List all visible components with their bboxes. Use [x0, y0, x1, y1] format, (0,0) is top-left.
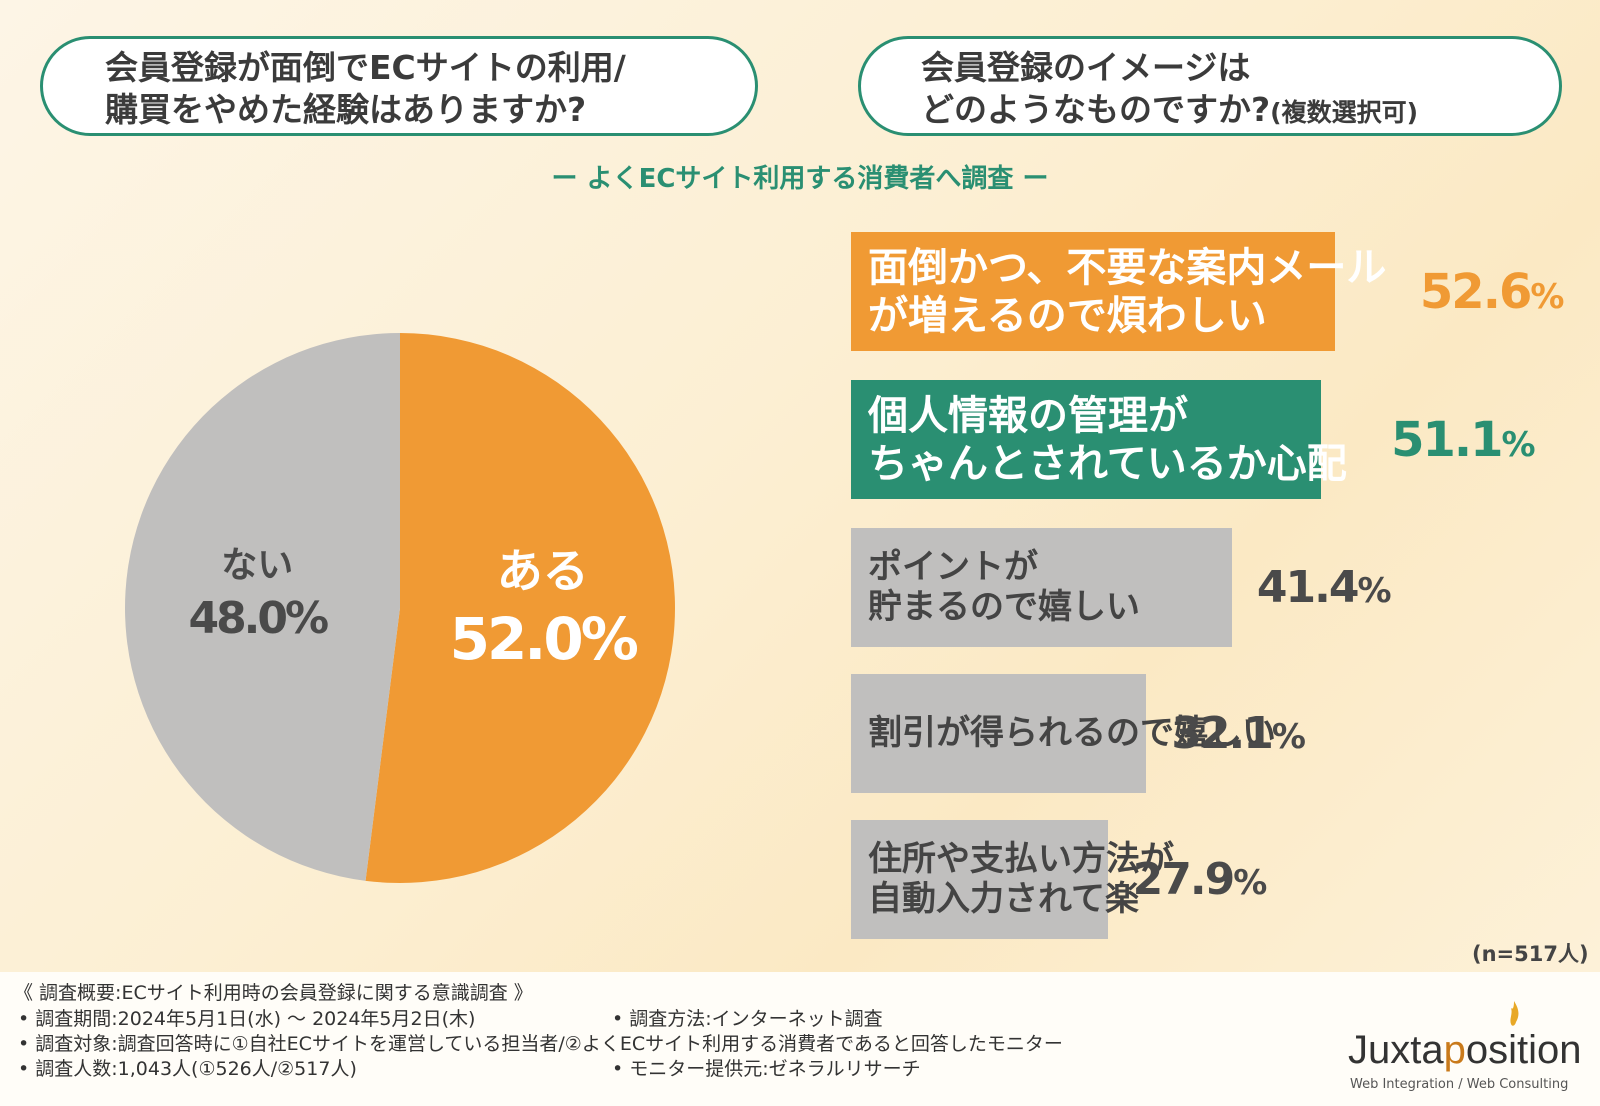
- bar-label-line-1-1: ちゃんとされているか心配: [868, 440, 1347, 487]
- bar-label-line-1-0: 個人情報の管理が: [868, 392, 1188, 439]
- bar-label-line-2-0: ポイントが: [868, 546, 1038, 587]
- bar-label-4: 住所や支払い方法が 自動入力されて楽: [868, 839, 1174, 921]
- bar-label-1: 個人情報の管理が ちゃんとされているか心配: [868, 392, 1347, 488]
- question-right-line1: 会員登録のイメージは: [921, 48, 1251, 87]
- survey-subtitle: ー よくECサイト利用する消費者へ調査 ー: [551, 164, 1049, 194]
- bar-2: [851, 528, 1232, 647]
- pie-slice-0: [365, 333, 675, 883]
- bar-label-line-4-1: 自動入力されて楽: [868, 879, 1139, 920]
- pie-slice-value-1: 48.0%: [188, 593, 328, 644]
- bar-label-line-0-0: 面倒かつ、不要な案内メール: [868, 244, 1387, 291]
- bar-value-0: 52.6%: [1419, 263, 1565, 320]
- bar-0: [851, 232, 1335, 351]
- footer-provider: • モニター提供元:ゼネラルリサーチ: [612, 1058, 921, 1080]
- bar-label-2: ポイントが 貯まるので嬉しい: [868, 547, 1140, 629]
- pie-slice-1: [124, 333, 400, 881]
- bar-label-0: 面倒かつ、不要な案内メール が増えるので煩わしい: [868, 244, 1386, 340]
- question-left-line1: 会員登録が面倒でECサイトの利用/: [105, 48, 626, 87]
- footer-summary: 《 調査概要:ECサイト利用時の会員登録に関する意識調査 》: [14, 982, 533, 1004]
- bar-label-line-3-0: 割引が得られるので嬉しい: [868, 713, 1276, 754]
- question-right-line2: どのようなものですか?: [921, 90, 1271, 129]
- question-left-line2: 購買をやめた経験はありますか?: [105, 90, 587, 129]
- sample-size-note: (n=517人): [1472, 942, 1589, 966]
- bar-label-line-0-1: が増えるので煩わしい: [868, 292, 1267, 339]
- bar-value-3: 32.1%: [1171, 707, 1306, 759]
- bar-label-line-2-1: 貯まるので嬉しい: [868, 587, 1140, 628]
- bar-4: [851, 820, 1108, 939]
- bar-label-line-4-0: 住所や支払い方法が: [868, 838, 1174, 879]
- pie-slice-label-0: ある: [497, 544, 589, 598]
- footer-target: • 調査対象:調査回答時に①自社ECサイトを運営している担当者/②よくECサイト…: [18, 1033, 1063, 1055]
- juxtaposition-logo: Juxtaposition: [1348, 1028, 1582, 1072]
- question-right-suffix: (複数選択可): [1270, 98, 1419, 127]
- logo-tagline: Web Integration / Web Consulting: [1350, 1077, 1569, 1092]
- footer-method: • 調査方法:インターネット調査: [612, 1008, 883, 1030]
- bar-3: [851, 674, 1147, 793]
- bar-label-3: 割引が得られるので嬉しい: [868, 713, 1276, 754]
- question-left-box: 会員登録が面倒でECサイトの利用/ 購買をやめた経験はありますか?: [40, 36, 758, 136]
- question-right-box: 会員登録のイメージは どのようなものですか?(複数選択可): [858, 36, 1562, 136]
- bar-value-1: 51.1%: [1391, 411, 1536, 468]
- pie-chart: ある 52.0% ない 48.0%: [124, 333, 675, 883]
- pie-slice-label-1: ない: [221, 545, 293, 586]
- bar-value-2: 41.4%: [1256, 561, 1392, 613]
- footer: 《 調査概要:ECサイト利用時の会員登録に関する意識調査 》 • 調査期間:20…: [0, 972, 1600, 1106]
- footer-period: • 調査期間:2024年5月1日(水) 〜 2024年5月2日(木): [18, 1008, 476, 1030]
- footer-count: • 調査人数:1,043人(①526人/②517人): [18, 1058, 357, 1080]
- bar-1: [851, 380, 1322, 499]
- logo-flame-icon: [1510, 1001, 1519, 1026]
- bar-value-4: 27.9%: [1132, 853, 1268, 905]
- pie-slice-value-0: 52.0%: [450, 605, 638, 673]
